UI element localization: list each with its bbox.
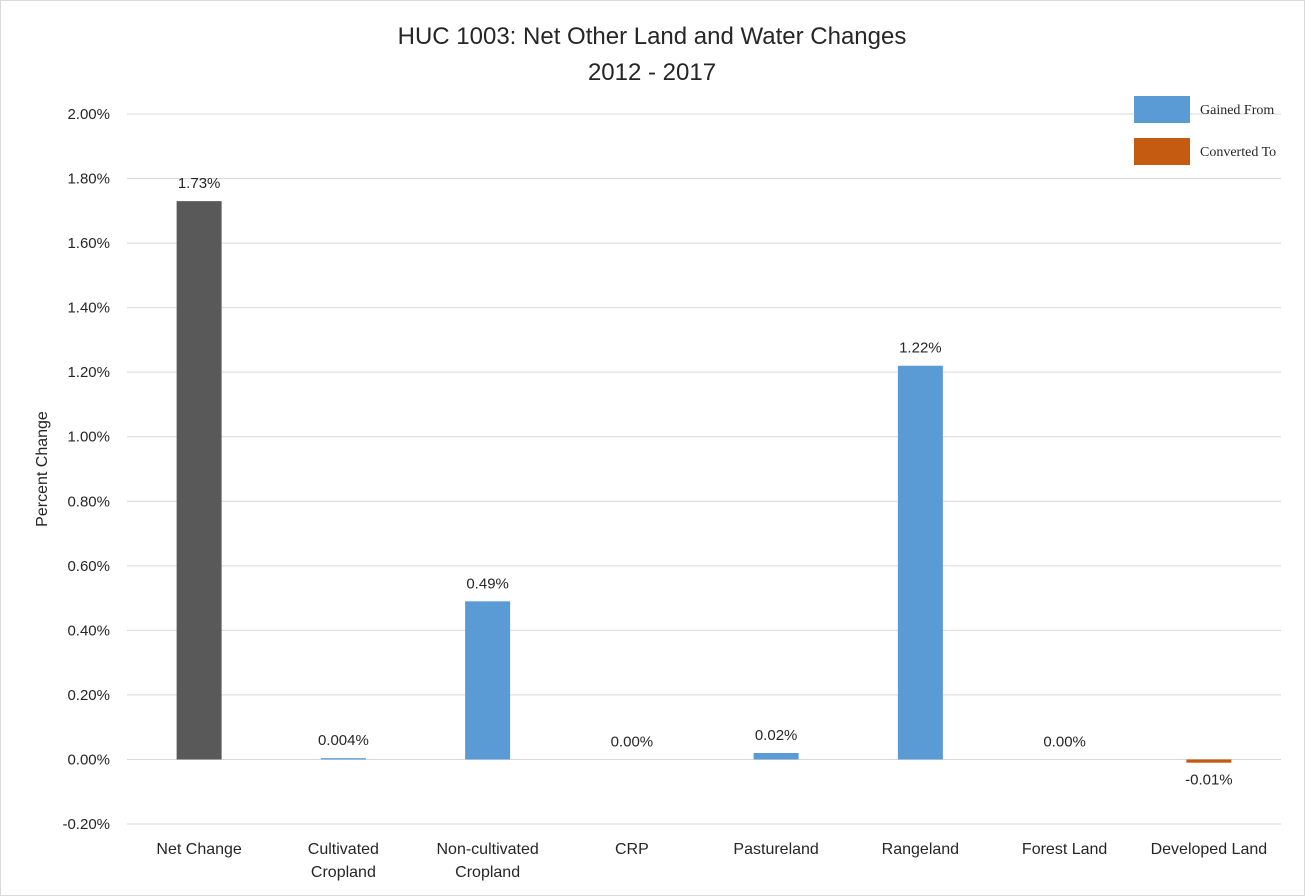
y-tick-label: 0.40% bbox=[67, 622, 110, 639]
legend-label: Gained From bbox=[1200, 103, 1274, 118]
x-category-label: Cropland bbox=[455, 864, 520, 881]
bar bbox=[176, 201, 222, 760]
x-category-label: Developed Land bbox=[1151, 841, 1268, 858]
data-label: 0.00% bbox=[611, 733, 654, 750]
x-category-label: Non-cultivated bbox=[436, 841, 538, 858]
chart-title-line1: HUC 1003: Net Other Land and Water Chang… bbox=[398, 23, 907, 50]
y-tick-label: 1.80% bbox=[67, 171, 110, 188]
chart-title-line2: 2012 - 2017 bbox=[588, 59, 716, 86]
bar bbox=[1186, 759, 1232, 763]
y-tick-label: 2.00% bbox=[67, 106, 110, 123]
x-category-label: CRP bbox=[615, 841, 649, 858]
data-label: 0.02% bbox=[755, 727, 798, 744]
y-tick-label: 0.00% bbox=[67, 751, 110, 768]
x-category-label: Net Change bbox=[156, 841, 241, 858]
data-labels: 1.73% 0.004% 0.49% 0.00% 0.02% 1.22% 0.00% -0.0… bbox=[178, 175, 1233, 789]
x-category-label: Pastureland bbox=[733, 841, 818, 858]
bar bbox=[897, 365, 943, 760]
y-axis-ticks: -0.20% 0.00% 0.20% 0.40% 0.60% 0.80% 1.00% 1.20… bbox=[62, 106, 110, 833]
y-tick-label: 1.00% bbox=[67, 429, 110, 446]
x-category-label: Rangeland bbox=[882, 841, 959, 858]
legend-swatch bbox=[1134, 96, 1190, 123]
y-tick-label: 1.60% bbox=[67, 235, 110, 252]
data-label: 1.22% bbox=[899, 340, 942, 357]
y-tick-label: 1.40% bbox=[67, 300, 110, 317]
bar bbox=[753, 753, 799, 760]
category-labels: Net Change Cultivated Cropland Non-cultivat… bbox=[156, 841, 1267, 881]
bars bbox=[176, 201, 1232, 763]
y-axis-label: Percent Change bbox=[34, 411, 51, 527]
y-tick-label: -0.20% bbox=[62, 816, 110, 833]
x-category-label: Cropland bbox=[311, 864, 376, 881]
legend-label: Converted To bbox=[1200, 145, 1276, 160]
legend: Gained From Converted To bbox=[1134, 96, 1276, 165]
data-label: -0.01% bbox=[1185, 772, 1233, 789]
data-label: 0.004% bbox=[318, 732, 369, 749]
legend-swatch bbox=[1134, 138, 1190, 165]
x-category-label: Forest Land bbox=[1022, 841, 1107, 858]
data-label: 0.00% bbox=[1043, 733, 1086, 750]
data-label: 0.49% bbox=[466, 575, 509, 592]
y-tick-label: 1.20% bbox=[67, 364, 110, 381]
y-tick-label: 0.80% bbox=[67, 493, 110, 510]
bar bbox=[465, 601, 511, 760]
bar bbox=[320, 758, 366, 760]
y-tick-label: 0.60% bbox=[67, 558, 110, 575]
y-tick-label: 0.20% bbox=[67, 687, 110, 704]
x-category-label: Cultivated bbox=[308, 841, 379, 858]
gridlines bbox=[127, 113, 1281, 825]
data-label: 1.73% bbox=[178, 175, 221, 192]
